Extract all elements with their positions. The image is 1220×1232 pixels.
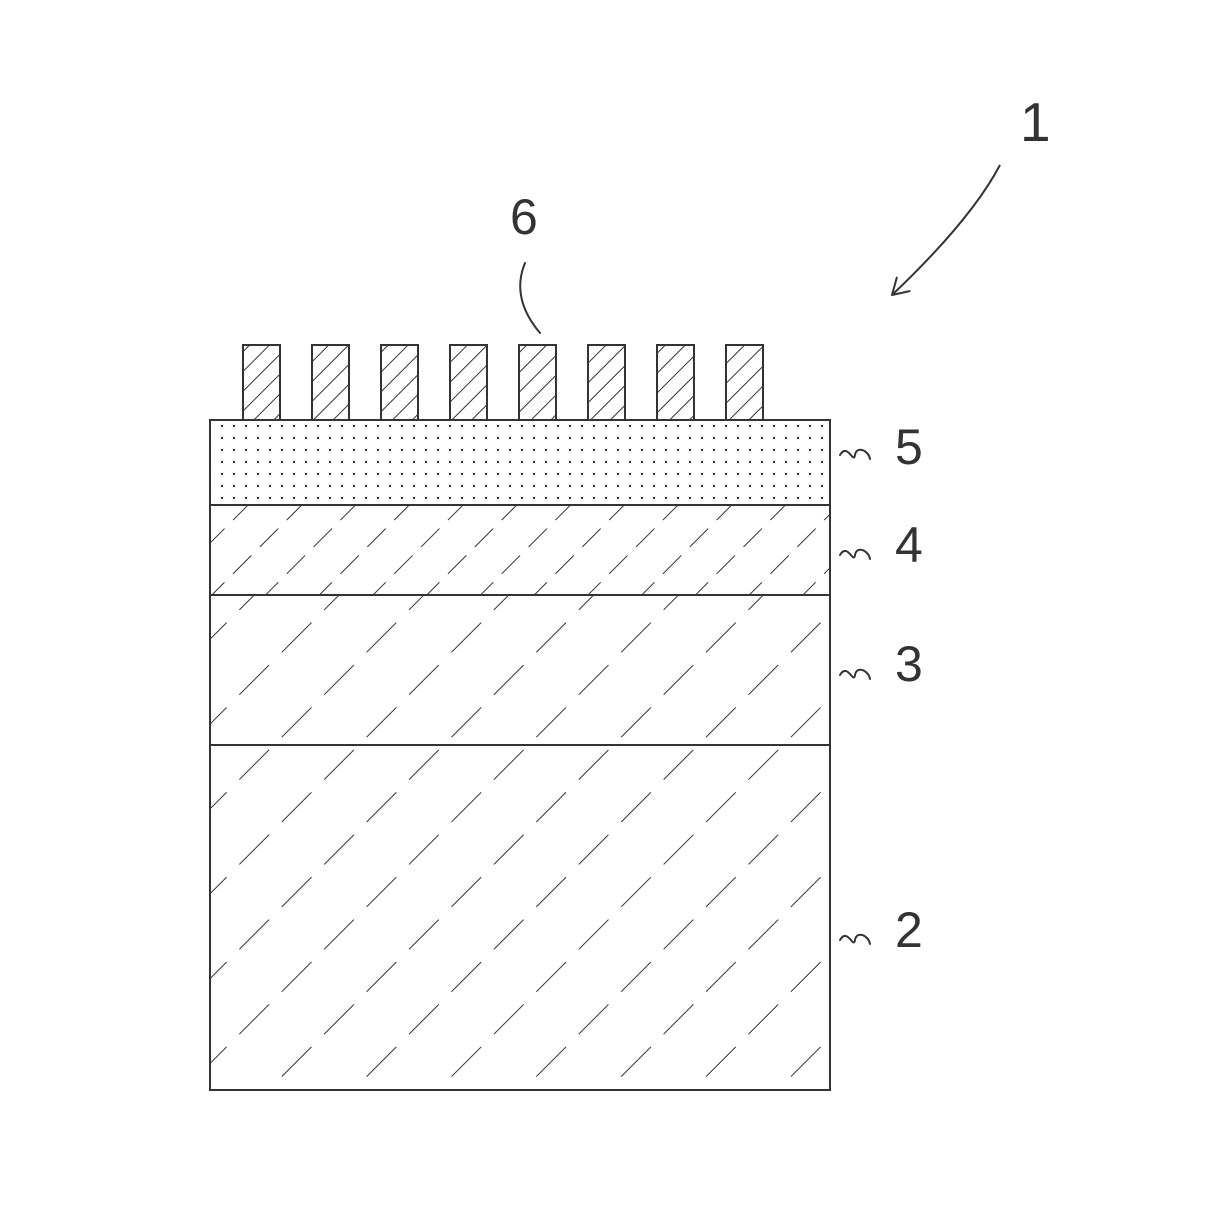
diagram-canvas: 1 2 3 4 5 6: [0, 0, 1220, 1232]
label-5: 5: [895, 418, 923, 476]
label-3: 3: [895, 635, 923, 693]
label-4: 4: [895, 516, 923, 574]
label-2: 2: [895, 901, 923, 959]
label-1: 1: [1020, 90, 1051, 154]
label-6: 6: [510, 188, 538, 246]
diagram-svg: [0, 0, 1220, 1232]
